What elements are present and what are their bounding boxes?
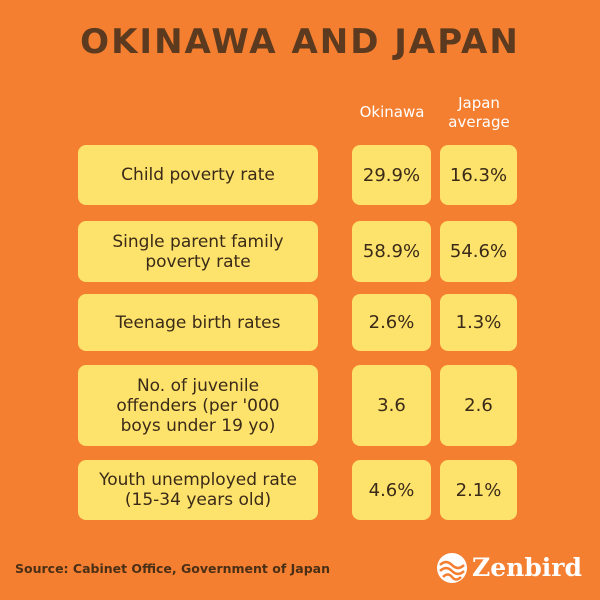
japan-value: 1.3%	[440, 294, 517, 351]
row-label: No. of juvenile offenders (per '000 boys…	[78, 365, 318, 446]
japan-value: 2.1%	[440, 460, 517, 520]
title: OKINAWA AND JAPAN	[80, 22, 520, 62]
japan-value: 54.6%	[440, 221, 517, 282]
row-label: Single parent family poverty rate	[78, 221, 318, 282]
okinawa-value: 58.9%	[352, 221, 431, 282]
row-label: Teenage birth rates	[78, 294, 318, 351]
japan-value: 2.6	[440, 365, 517, 446]
source-note: Source: Cabinet Office, Government of Ja…	[15, 561, 331, 576]
column-header: Okinawa	[359, 103, 425, 121]
row-label: Youth unemployed rate (15-34 years old)	[78, 460, 318, 520]
japan-value: 16.3%	[440, 145, 517, 205]
brand-logo	[437, 553, 467, 583]
brand-name: Zenbird	[472, 553, 582, 582]
column-header: Japan average	[448, 94, 510, 131]
okinawa-value: 4.6%	[352, 460, 431, 520]
okinawa-value: 29.9%	[352, 145, 431, 205]
okinawa-value: 2.6%	[352, 294, 431, 351]
okinawa-value: 3.6	[352, 365, 431, 446]
row-label: Child poverty rate	[78, 145, 318, 205]
